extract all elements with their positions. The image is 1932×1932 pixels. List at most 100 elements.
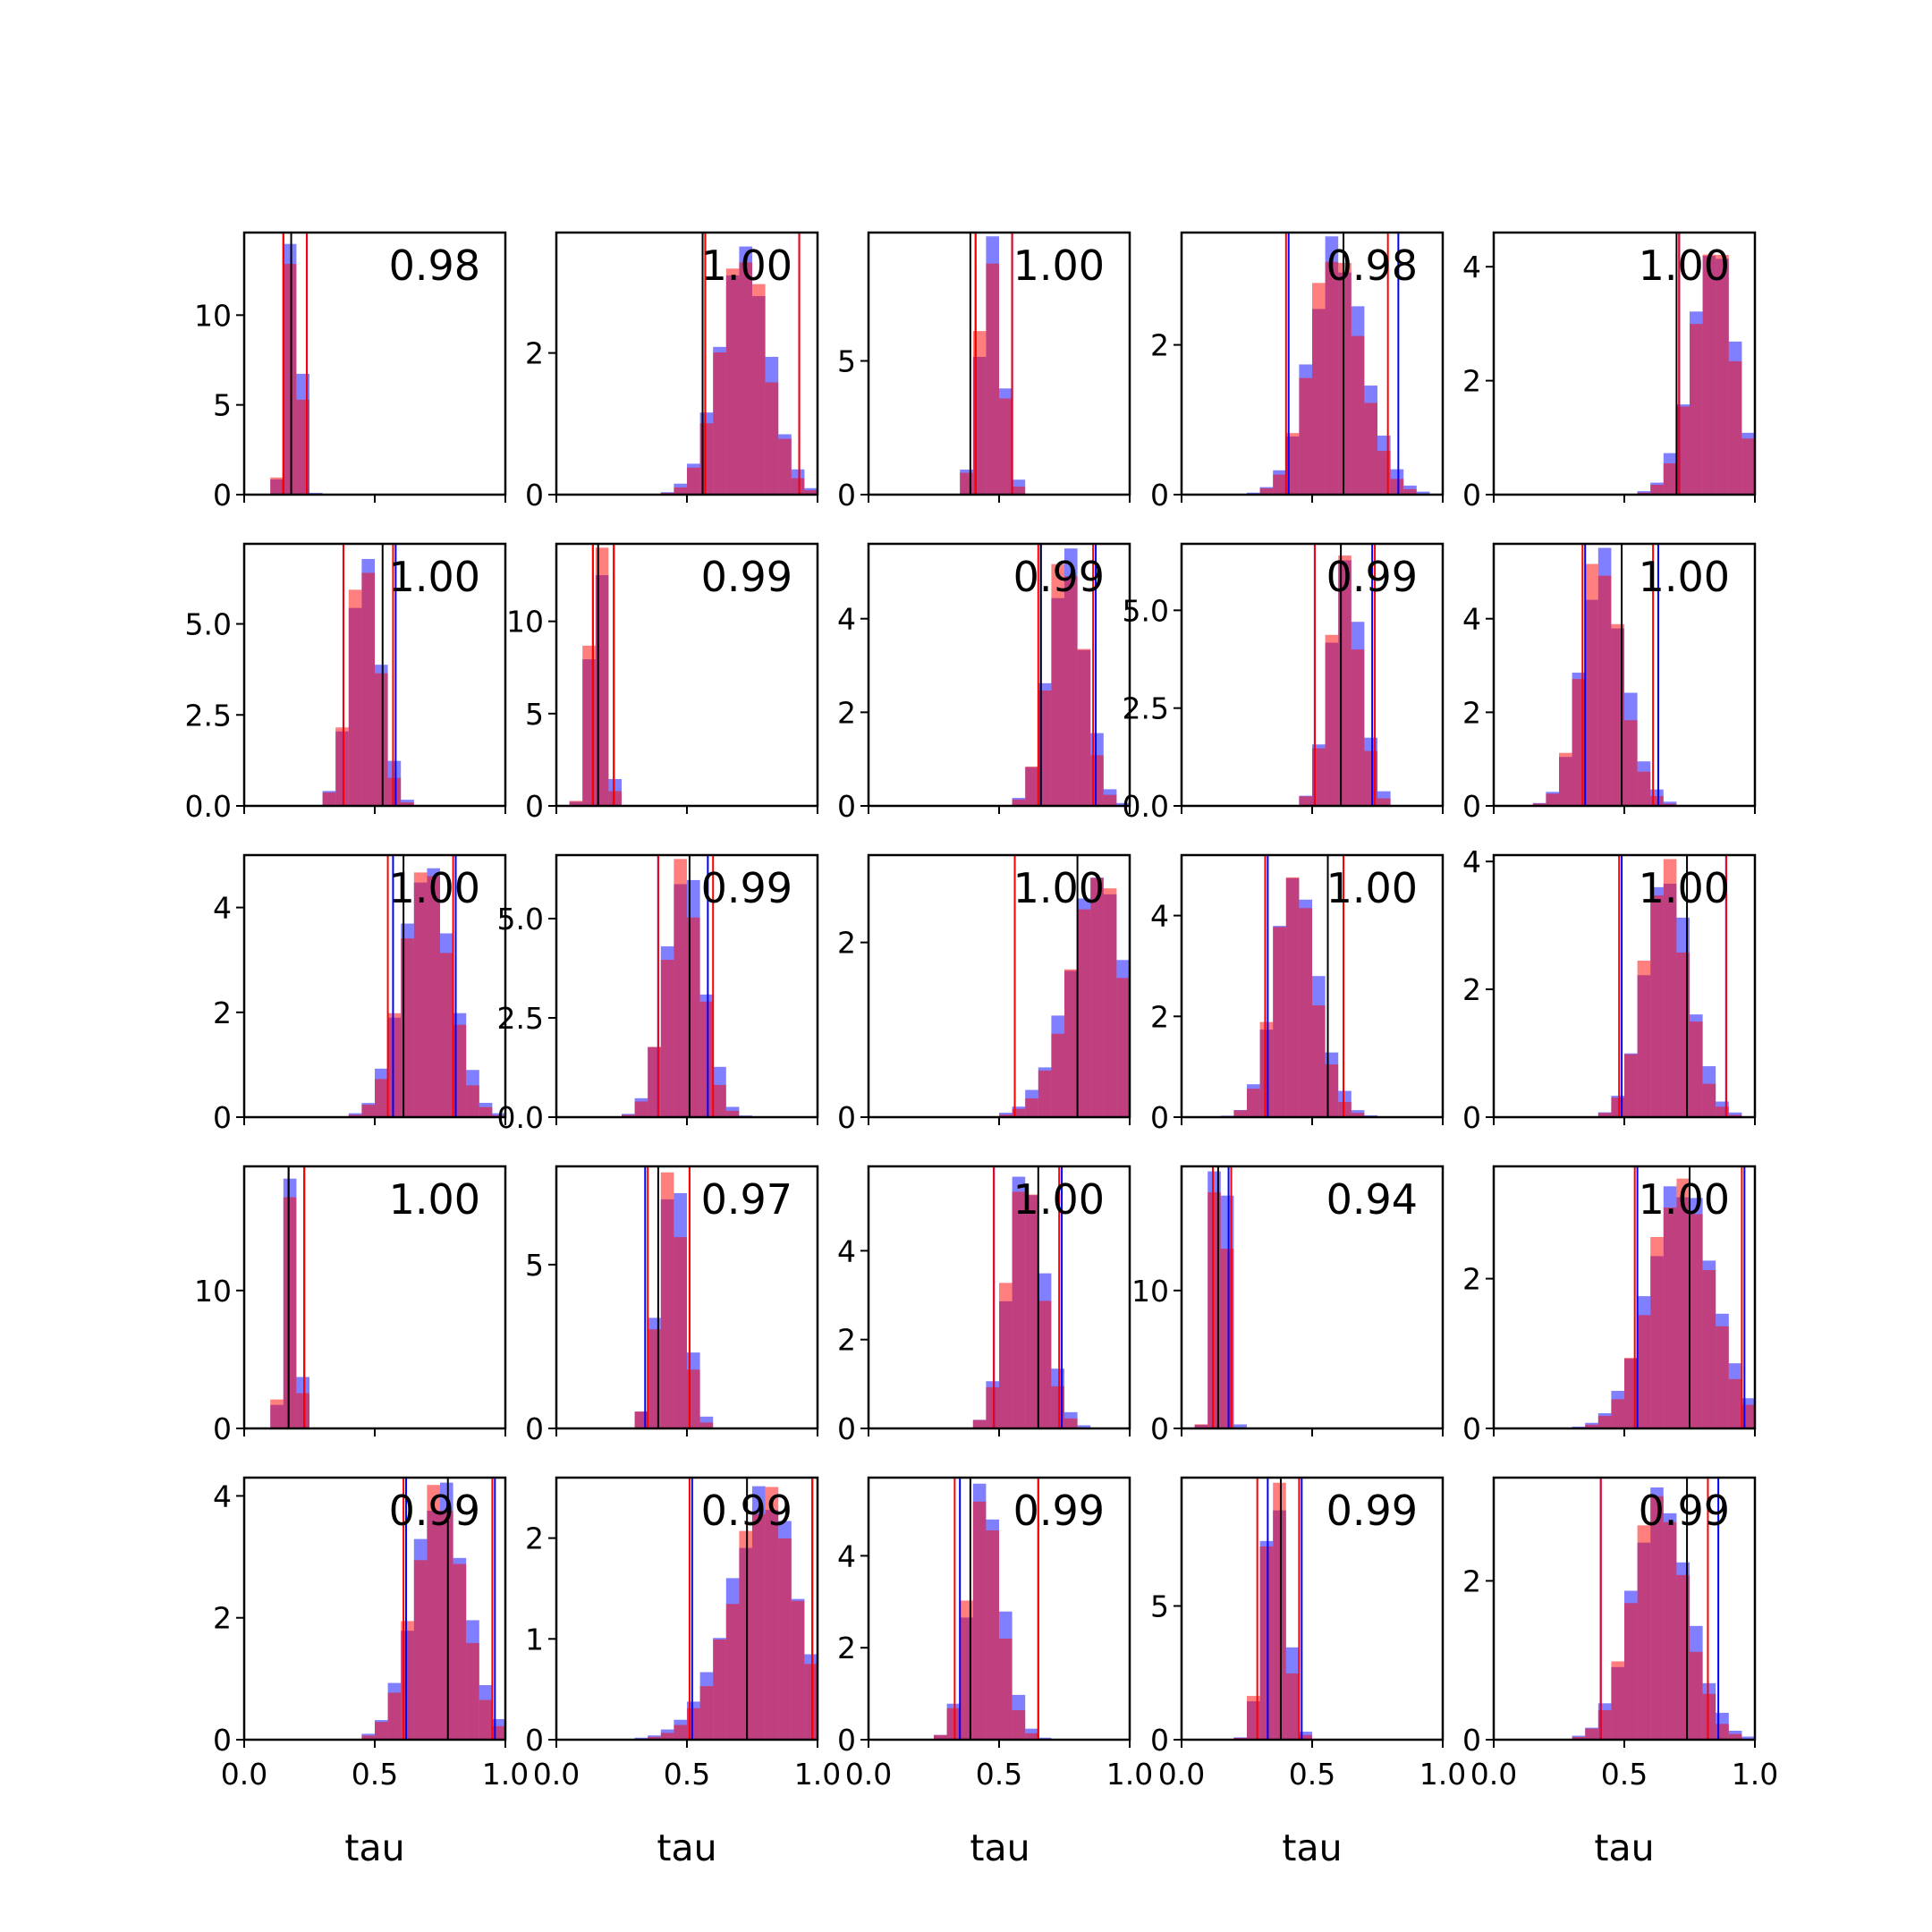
y-tick-label: 4 xyxy=(1462,250,1481,284)
blue-hist-bar xyxy=(1741,1736,1755,1740)
y-tick-label: 10 xyxy=(1131,1274,1169,1309)
red-hist-bar xyxy=(725,1604,740,1740)
y-tick-label: 5 xyxy=(525,1248,544,1283)
panel-3-2: 0.0 2.5 5.0 0.99 xyxy=(497,853,819,1135)
red-hist-bar xyxy=(413,872,428,1117)
red-hist-bar xyxy=(1728,1733,1742,1740)
red-hist-bar xyxy=(713,1640,726,1740)
red-hist-bar xyxy=(1025,1733,1038,1740)
panel-5-3: 0 2 4 0.0 0.5 1.0 0.99 xyxy=(837,1476,1153,1792)
panel-annotation: 1.00 xyxy=(1326,864,1418,912)
y-tick-label: 0 xyxy=(1150,1411,1169,1446)
y-tick-label: 0.0 xyxy=(1123,789,1169,824)
y-tick-label: 10 xyxy=(194,1274,232,1309)
red-hist-bar xyxy=(1012,799,1026,806)
red-hist-bar xyxy=(674,859,687,1117)
red-hist-bar xyxy=(453,1563,467,1740)
red-hist-bar xyxy=(348,589,362,806)
red-hist-bar xyxy=(1585,1728,1598,1740)
red-hist-bar xyxy=(387,1692,402,1740)
panel-4-1: 0 10 1.00 xyxy=(194,1165,507,1446)
red-hist-bar xyxy=(1194,1424,1208,1428)
red-hist-bar xyxy=(1012,487,1026,495)
red-hist-bar xyxy=(1624,1603,1638,1740)
blue-hist-bar xyxy=(1416,491,1430,495)
panel-plot-area xyxy=(1637,233,1755,495)
panel-4-3: 0 2 4 1.00 xyxy=(837,1165,1131,1446)
red-hist-bar xyxy=(725,1110,740,1117)
y-tick-label: 0 xyxy=(1462,478,1481,513)
red-hist-bar xyxy=(972,1419,987,1428)
panel-annotation: 0.98 xyxy=(389,242,480,290)
red-hist-bar xyxy=(335,727,349,806)
panel-annotation: 0.99 xyxy=(701,1487,792,1535)
x-tick-label: 0.0 xyxy=(1470,1757,1517,1792)
y-tick-label: 10 xyxy=(194,298,232,333)
y-tick-label: 4 xyxy=(837,1538,856,1573)
x-tick-label: 0.5 xyxy=(1601,1757,1648,1792)
panel-plot-area xyxy=(1247,233,1430,495)
x-tick-label: 0.0 xyxy=(221,1757,267,1792)
panel-2-4: 0.0 2.5 5.0 0.99 xyxy=(1123,542,1445,824)
red-hist-bar xyxy=(1012,1710,1026,1740)
red-hist-bar xyxy=(1325,261,1339,495)
red-hist-bar xyxy=(348,1114,362,1117)
red-hist-bar xyxy=(270,1399,284,1428)
y-tick-label: 2 xyxy=(1462,1563,1481,1598)
panel-annotation: 0.99 xyxy=(389,1487,480,1535)
red-hist-bar xyxy=(401,802,414,806)
panel-annotation: 1.00 xyxy=(1639,1175,1730,1224)
red-hist-bar xyxy=(1663,1207,1677,1428)
x-tick-label: 1.0 xyxy=(482,1757,529,1792)
panel-plot-area xyxy=(569,544,622,806)
red-hist-bar xyxy=(648,1736,661,1740)
red-hist-bar xyxy=(1690,1651,1703,1740)
panel-4-4: 0 10 0.94 xyxy=(1131,1165,1445,1446)
y-tick-label: 5.0 xyxy=(1123,593,1169,628)
y-tick-label: 0 xyxy=(213,1411,232,1446)
red-hist-bar xyxy=(375,673,388,806)
panel-5-2: 0 1 2 0.0 0.5 1.0 0.99 xyxy=(525,1476,841,1792)
y-tick-label: 0 xyxy=(525,478,544,513)
panel-plot-area xyxy=(1597,855,1742,1117)
y-tick-label: 2 xyxy=(213,1601,232,1636)
y-tick-label: 2 xyxy=(1150,328,1169,363)
red-hist-bar xyxy=(375,1079,388,1117)
y-tick-label: 0 xyxy=(837,1100,856,1135)
red-hist-bar xyxy=(713,1084,726,1117)
panel-2-3: 0 2 4 0.99 xyxy=(837,542,1131,824)
red-hist-bar xyxy=(1650,795,1664,806)
red-hist-bar xyxy=(1716,254,1729,495)
x-tick-label: 1.0 xyxy=(1106,1757,1153,1792)
red-hist-bar xyxy=(283,1197,297,1428)
red-hist-bar xyxy=(1103,794,1117,806)
red-hist-bar xyxy=(361,572,375,806)
red-hist-bar xyxy=(739,1530,752,1740)
xlabel-col-1: tau xyxy=(344,1826,404,1869)
panel-annotation: 0.99 xyxy=(701,553,792,601)
y-tick-label: 4 xyxy=(213,1479,232,1513)
panel-annotation: 1.00 xyxy=(1639,864,1730,912)
xlabel-col-4: tau xyxy=(1282,1826,1342,1869)
red-hist-bar xyxy=(1012,1108,1026,1117)
y-tick-label: 0 xyxy=(1462,789,1481,824)
panel-annotation: 1.00 xyxy=(389,1175,480,1224)
y-tick-label: 0.0 xyxy=(497,1100,544,1135)
panel-annotation: 1.00 xyxy=(1639,242,1730,290)
red-hist-bar xyxy=(440,1511,453,1740)
red-hist-bar xyxy=(1064,969,1078,1117)
xlabel-col-2: tau xyxy=(657,1826,716,1869)
panel-plot-area xyxy=(348,855,505,1117)
red-hist-bar xyxy=(674,1237,687,1428)
panel-annotation: 1.00 xyxy=(1639,553,1730,601)
panel-plot-area xyxy=(270,233,323,495)
red-hist-bar xyxy=(1312,283,1326,495)
y-tick-label: 5.0 xyxy=(497,902,544,936)
red-hist-bar xyxy=(1038,1070,1052,1117)
panel-plot-area xyxy=(934,1478,1052,1740)
red-hist-bar xyxy=(1663,1521,1677,1740)
x-tick-label: 0.5 xyxy=(1289,1757,1335,1792)
red-hist-bar xyxy=(1690,1214,1703,1428)
x-tick-label: 1.0 xyxy=(1732,1757,1778,1792)
